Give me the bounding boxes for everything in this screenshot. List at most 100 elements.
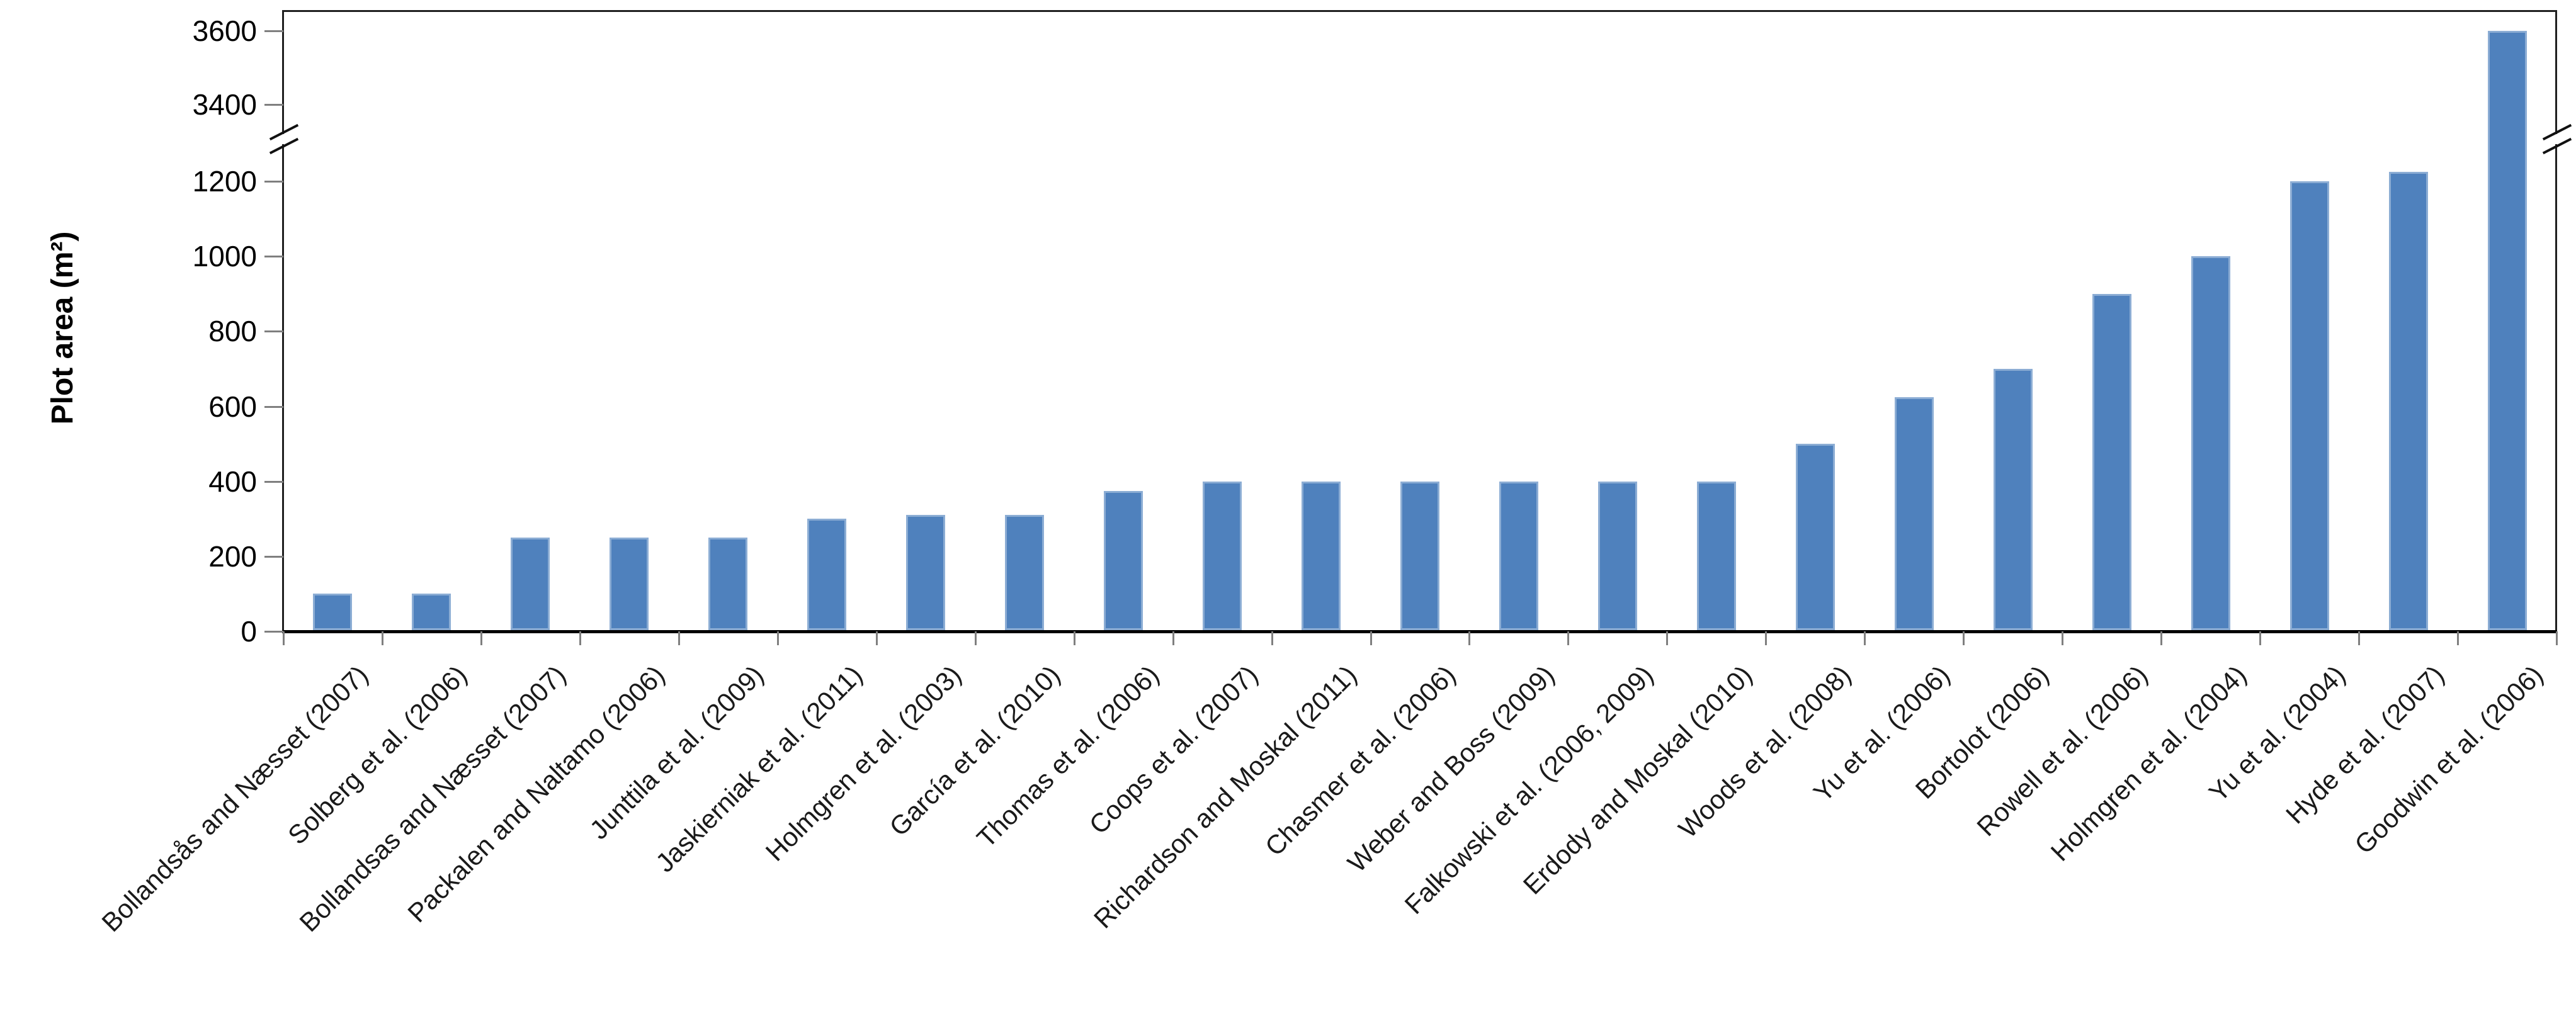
x-category-label: Yu et al. (2006) — [1807, 660, 1956, 808]
x-axis-tick — [579, 631, 581, 645]
axis-break-mark — [2542, 123, 2572, 141]
x-category-label: Bollandsås and Næsset (2007) — [96, 660, 374, 938]
y-tick-label: 800 — [208, 315, 257, 347]
x-category-label: Holmgren et al. (2004) — [2045, 660, 2252, 867]
bar — [1796, 444, 1835, 630]
bar — [2389, 172, 2428, 630]
x-category-label: Holmgren et al. (2003) — [759, 660, 967, 867]
x-category-label: Coops et al. (2007) — [1083, 660, 1264, 840]
y-axis-line-upper — [282, 10, 284, 134]
x-axis-tick — [480, 631, 482, 645]
x-category-label: Falkowski et al. (2006, 2009) — [1399, 660, 1659, 920]
x-axis-tick — [2358, 631, 2360, 645]
x-category-label: Packalen and Naltamo (2006) — [402, 660, 671, 928]
axis-break-mark — [269, 123, 299, 141]
y-axis-tick — [264, 256, 283, 257]
x-axis-tick — [876, 631, 878, 645]
bar — [1302, 482, 1341, 630]
bar — [610, 538, 649, 630]
x-category-label: Erdody and Moskal (2010) — [1517, 660, 1758, 900]
x-category-label: Goodwin et al. (2006) — [2349, 660, 2549, 860]
axis-break-mark — [2542, 137, 2572, 155]
y-axis-tick — [264, 631, 283, 633]
bar — [2191, 256, 2230, 630]
y-tick-label: 600 — [208, 390, 257, 423]
bar — [1203, 482, 1242, 630]
right-border-line-lower — [2555, 144, 2557, 633]
x-axis-tick — [2556, 631, 2558, 645]
x-category-label: Bollandsas and Næsset (2007) — [293, 660, 572, 938]
x-axis-tick — [2457, 631, 2459, 645]
x-axis-tick — [1963, 631, 1965, 645]
y-axis-line-lower — [282, 144, 284, 633]
y-axis-tick — [264, 481, 283, 483]
y-axis-title: Plot area (m²) — [46, 231, 79, 425]
x-category-label: Jaskierniak et al. (2011) — [650, 660, 868, 878]
x-axis-tick — [2160, 631, 2162, 645]
x-axis-tick — [1172, 631, 1174, 645]
x-axis-tick — [283, 631, 285, 645]
x-axis-tick — [1370, 631, 1372, 645]
x-category-label: Bortolot (2006) — [1909, 660, 2055, 804]
x-axis-tick — [777, 631, 779, 645]
y-tick-label: 1200 — [192, 165, 257, 198]
y-tick-label: 1000 — [192, 240, 257, 273]
y-tick-label: 3600 — [192, 14, 257, 47]
bar — [1104, 491, 1143, 630]
y-axis-tick — [264, 556, 283, 558]
x-category-label: García et al. (2010) — [883, 660, 1066, 842]
x-axis-tick — [1271, 631, 1273, 645]
x-axis-tick — [1765, 631, 1767, 645]
bar — [906, 515, 945, 630]
y-tick-label: 0 — [241, 615, 257, 648]
bar — [708, 538, 747, 630]
bar — [511, 538, 550, 630]
y-tick-label: 400 — [208, 465, 257, 498]
x-category-label: Junttila et al. (2009) — [584, 660, 769, 845]
bar-chart: Plot area (m²) 0 200 400 600 800 1000 1200 3400… — [46, 10, 2572, 937]
x-axis-tick — [382, 631, 383, 645]
y-axis-tick — [264, 104, 283, 106]
x-axis-tick — [1567, 631, 1569, 645]
bar — [807, 519, 846, 630]
x-axis-tick — [975, 631, 977, 645]
bar — [412, 594, 451, 630]
axis-break-mark — [269, 137, 299, 155]
bar — [2290, 181, 2329, 630]
x-axis-tick — [678, 631, 680, 645]
y-axis-tick — [264, 406, 283, 408]
y-axis-tick — [264, 181, 283, 183]
y-tick-label: 3400 — [192, 88, 257, 121]
x-category-label: Yu et al. (2004) — [2203, 660, 2351, 808]
x-axis-tick — [1468, 631, 1470, 645]
bar — [313, 594, 352, 630]
y-axis-tick — [264, 330, 283, 332]
y-tick-label: 200 — [208, 540, 257, 573]
x-axis-tick — [2062, 631, 2063, 645]
bar — [1598, 482, 1637, 630]
x-axis-tick — [1074, 631, 1075, 645]
bar — [1697, 482, 1736, 630]
bar — [1400, 482, 1439, 630]
x-category-label: Richardson and Moskal (2011) — [1087, 660, 1363, 934]
x-category-label: Thomas et al. (2006) — [971, 660, 1165, 854]
bar — [1005, 515, 1044, 630]
bar — [1994, 369, 2033, 630]
bar — [1895, 397, 1934, 630]
x-category-label: Rowell et al. (2006) — [1971, 660, 2153, 842]
x-category-label: Hyde et al. (2007) — [2280, 660, 2450, 830]
right-border-line-upper — [2555, 10, 2557, 134]
x-axis-tick — [1864, 631, 1866, 645]
x-category-label: Weber and Boss (2009) — [1342, 660, 1560, 878]
bar — [2092, 294, 2131, 630]
x-category-label: Solberg et al. (2006) — [282, 660, 473, 850]
y-axis-tick — [264, 30, 283, 32]
bar — [1499, 482, 1538, 630]
bar — [2488, 31, 2527, 630]
x-axis-tick — [1666, 631, 1668, 645]
x-category-label: Woods et al. (2008) — [1672, 660, 1857, 843]
plot-border-top — [282, 10, 2557, 12]
x-axis-tick — [2259, 631, 2261, 645]
x-axis-baseline — [282, 630, 2557, 633]
x-category-label: Chasmer et al. (2006) — [1259, 660, 1461, 862]
